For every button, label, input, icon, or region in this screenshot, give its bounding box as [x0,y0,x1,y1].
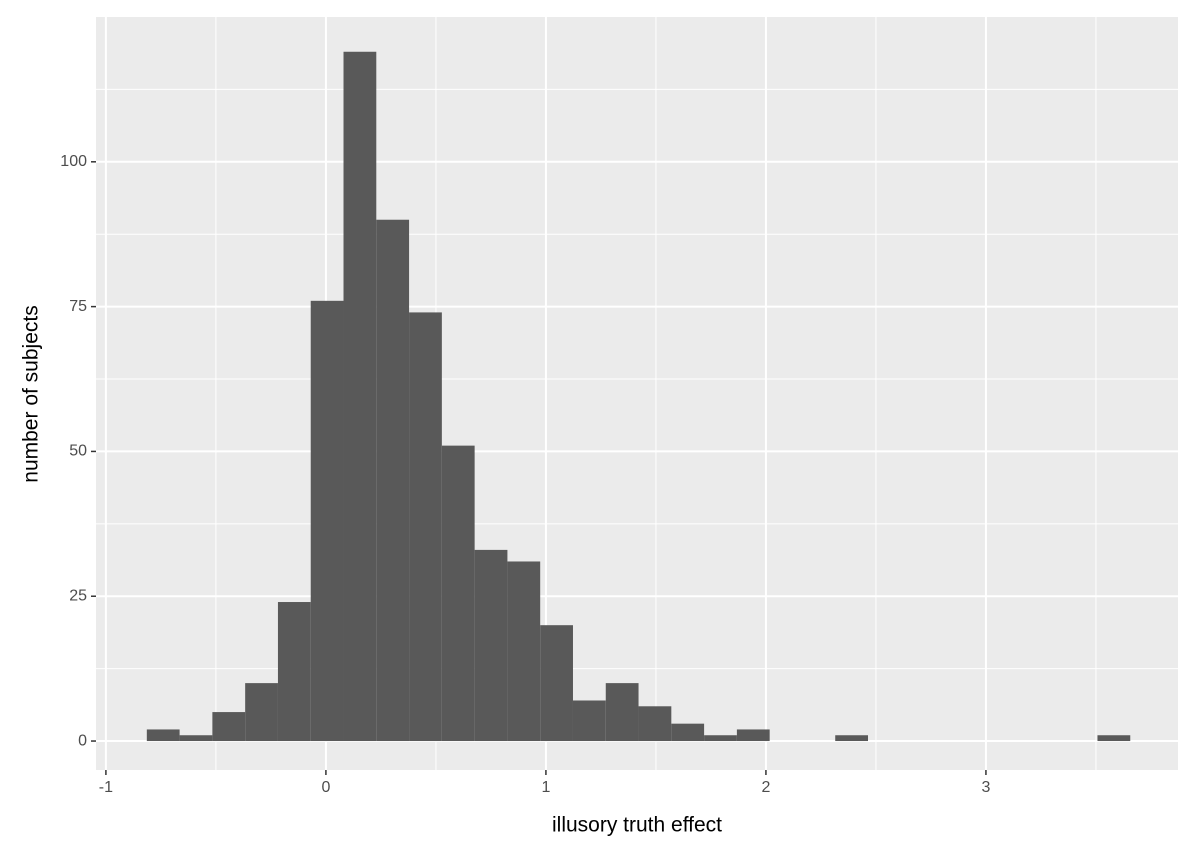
x-tick-label: 3 [981,779,990,796]
bar [572,700,606,742]
x-axis-title: illusory truth effect [552,814,722,837]
bar [507,561,541,742]
bar [671,723,705,742]
y-tick-label: 50 [69,443,87,460]
bar [376,219,410,742]
y-tick-label: 0 [78,732,87,749]
bar [310,300,344,742]
bar [835,735,869,742]
x-tick-label: 0 [321,779,330,796]
bar [704,735,737,742]
x-tick-label: 2 [761,779,770,796]
bar [605,683,639,742]
bars [146,51,1131,742]
bar [540,625,573,742]
bar [146,729,180,742]
bar [441,445,475,742]
x-tick-label: 1 [541,779,550,796]
bar [474,549,508,742]
y-tick-label: 100 [60,153,87,170]
bar [179,735,213,742]
bar [638,706,672,742]
bar [736,729,770,742]
bar [409,312,442,742]
axes: 0 25 50 75 100 -1 0 1 2 3 [60,153,990,796]
bar [245,683,278,742]
bar [277,602,311,742]
panel [96,17,1178,770]
bar [1097,735,1131,742]
y-tick-label: 75 [69,298,87,315]
y-tick-label: 25 [69,587,87,604]
bar [343,51,377,742]
y-axis-title: number of subjects [20,305,43,482]
x-tick-label: -1 [99,779,113,796]
bar [212,712,246,742]
